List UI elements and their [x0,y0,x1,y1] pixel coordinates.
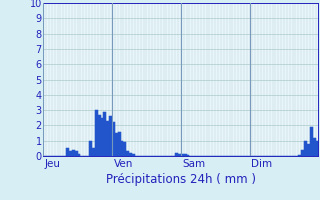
Bar [184,154,187,156]
Bar [126,151,129,156]
Bar [77,154,80,156]
Bar [129,153,132,156]
Bar [69,151,72,156]
Bar [132,154,135,156]
Bar [69,151,72,156]
Bar [313,138,316,156]
Bar [72,150,75,156]
Bar [304,141,307,156]
Bar [298,155,301,156]
Bar [124,142,126,156]
Bar [124,142,126,156]
Bar [92,148,95,156]
Bar [310,127,313,156]
Bar [307,144,310,156]
Bar [121,141,124,156]
Bar [301,150,304,156]
Bar [310,127,313,156]
Bar [95,110,98,156]
Bar [112,122,115,156]
Bar [92,148,95,156]
Bar [72,150,75,156]
Bar [129,153,132,156]
Bar [307,144,310,156]
Bar [89,141,92,156]
Bar [118,132,121,156]
Bar [103,112,106,156]
Bar [106,121,109,156]
Bar [75,151,77,156]
Bar [100,118,103,156]
Bar [103,112,106,156]
Bar [66,148,69,156]
Bar [115,133,118,156]
Bar [313,138,316,156]
Bar [106,121,109,156]
Bar [95,110,98,156]
Bar [77,154,80,156]
Bar [181,154,184,156]
Bar [178,154,181,156]
Bar [316,141,318,156]
Bar [118,132,121,156]
Bar [316,141,318,156]
Bar [112,122,115,156]
Bar [126,151,129,156]
Bar [184,154,187,156]
Bar [98,115,100,156]
Bar [100,118,103,156]
Bar [115,133,118,156]
X-axis label: Précipitations 24h ( mm ): Précipitations 24h ( mm ) [106,173,256,186]
Bar [304,141,307,156]
Bar [132,154,135,156]
Bar [175,153,178,156]
Bar [98,115,100,156]
Bar [181,154,184,156]
Bar [66,148,69,156]
Bar [301,150,304,156]
Bar [178,154,181,156]
Bar [89,141,92,156]
Bar [298,155,301,156]
Bar [109,116,112,156]
Bar [187,155,189,156]
Bar [121,141,124,156]
Bar [75,151,77,156]
Bar [109,116,112,156]
Bar [175,153,178,156]
Bar [187,155,189,156]
